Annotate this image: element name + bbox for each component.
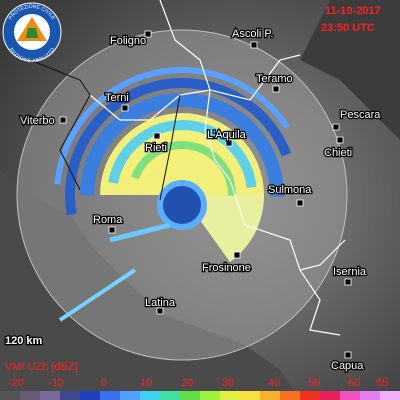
color-swatch xyxy=(40,391,61,400)
cities: Foligno Ascoli P. Teramo Pescara Viterbo… xyxy=(19,27,383,374)
scale-label: 120 km xyxy=(5,335,43,347)
legend-tick: -20 xyxy=(8,377,24,389)
city: Terni xyxy=(105,92,129,104)
color-swatch xyxy=(220,391,241,400)
legend-tick: 0 xyxy=(101,377,107,389)
city: Frosinone xyxy=(202,262,251,274)
color-swatch xyxy=(20,391,41,400)
legend-tick: 30 xyxy=(222,377,234,389)
city: Isernia xyxy=(333,266,367,278)
color-swatch xyxy=(320,391,341,400)
legend-tick: 65 xyxy=(376,377,388,389)
color-swatch xyxy=(140,391,161,400)
color-swatch xyxy=(240,391,261,400)
logo: PROTEZIONE CIVILE REGIONE ABRUZZO xyxy=(2,2,62,64)
legend-ticks: -20 -10 0 10 20 30 40 50 60 65 xyxy=(8,377,388,389)
date: 11-10-2017 xyxy=(325,5,381,17)
city: Chieti xyxy=(324,147,352,159)
color-swatch xyxy=(280,391,301,400)
echoes xyxy=(54,66,310,323)
color-swatch xyxy=(100,391,121,400)
city: Capua xyxy=(331,360,364,372)
color-swatch xyxy=(260,391,281,400)
color-swatch xyxy=(80,391,101,400)
legend-tick: 20 xyxy=(181,377,193,389)
legend-tick: 50 xyxy=(308,377,320,389)
color-swatch xyxy=(360,391,381,400)
city: L'Aquila xyxy=(207,129,247,141)
city: Latina xyxy=(145,297,176,309)
legend-tick: 40 xyxy=(268,377,280,389)
color-swatch xyxy=(120,391,141,400)
city: Viterbo xyxy=(20,115,55,127)
city: Pescara xyxy=(340,109,381,121)
city: Ascoli P. xyxy=(232,28,273,40)
city: Roma xyxy=(93,214,123,226)
time: 23:50 UTC xyxy=(321,22,375,34)
color-swatch xyxy=(380,391,400,400)
scale-bar xyxy=(58,268,137,322)
color-swatch xyxy=(300,391,321,400)
color-swatch xyxy=(340,391,361,400)
sea-adriatic xyxy=(300,0,400,140)
legend-tick: 10 xyxy=(140,377,152,389)
color-swatch xyxy=(0,391,21,400)
borders xyxy=(29,0,346,336)
color-swatch xyxy=(180,391,201,400)
city: Teramo xyxy=(256,73,293,85)
legend-title: VMI UZh [dBZ] xyxy=(5,361,78,373)
legend-tick: -10 xyxy=(48,377,64,389)
color-swatch xyxy=(60,391,81,400)
city: Rieti xyxy=(145,142,167,154)
colorbar xyxy=(0,391,400,400)
color-swatch xyxy=(160,391,181,400)
legend-tick: 60 xyxy=(348,377,360,389)
city: Sulmona xyxy=(268,184,312,196)
city: Foligno xyxy=(110,35,146,47)
color-swatch xyxy=(200,391,221,400)
